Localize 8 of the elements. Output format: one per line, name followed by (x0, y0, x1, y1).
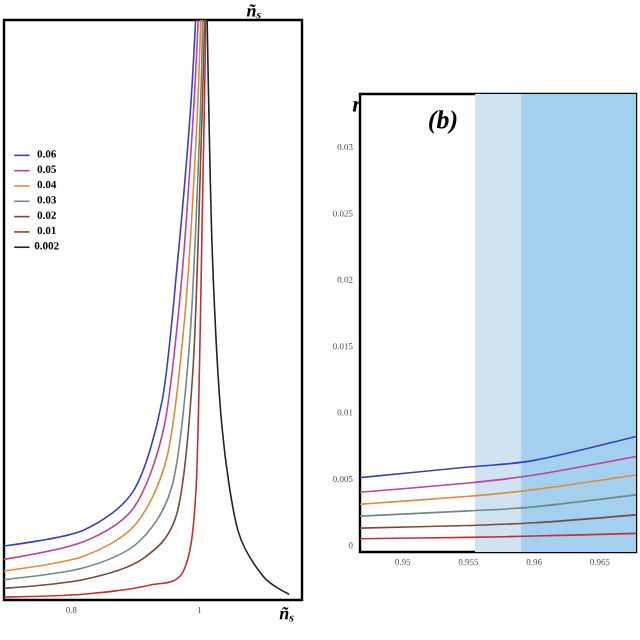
line-series (360, 494, 637, 517)
line-series (360, 435, 637, 479)
line-series (360, 474, 637, 505)
text: ñ$_{s}$ (246, 4, 261, 19)
x-axis-title: ñ$_{s}$ (279, 607, 294, 622)
line-series (360, 514, 637, 529)
annotation: (b) (429, 110, 457, 134)
line-series (360, 455, 637, 494)
